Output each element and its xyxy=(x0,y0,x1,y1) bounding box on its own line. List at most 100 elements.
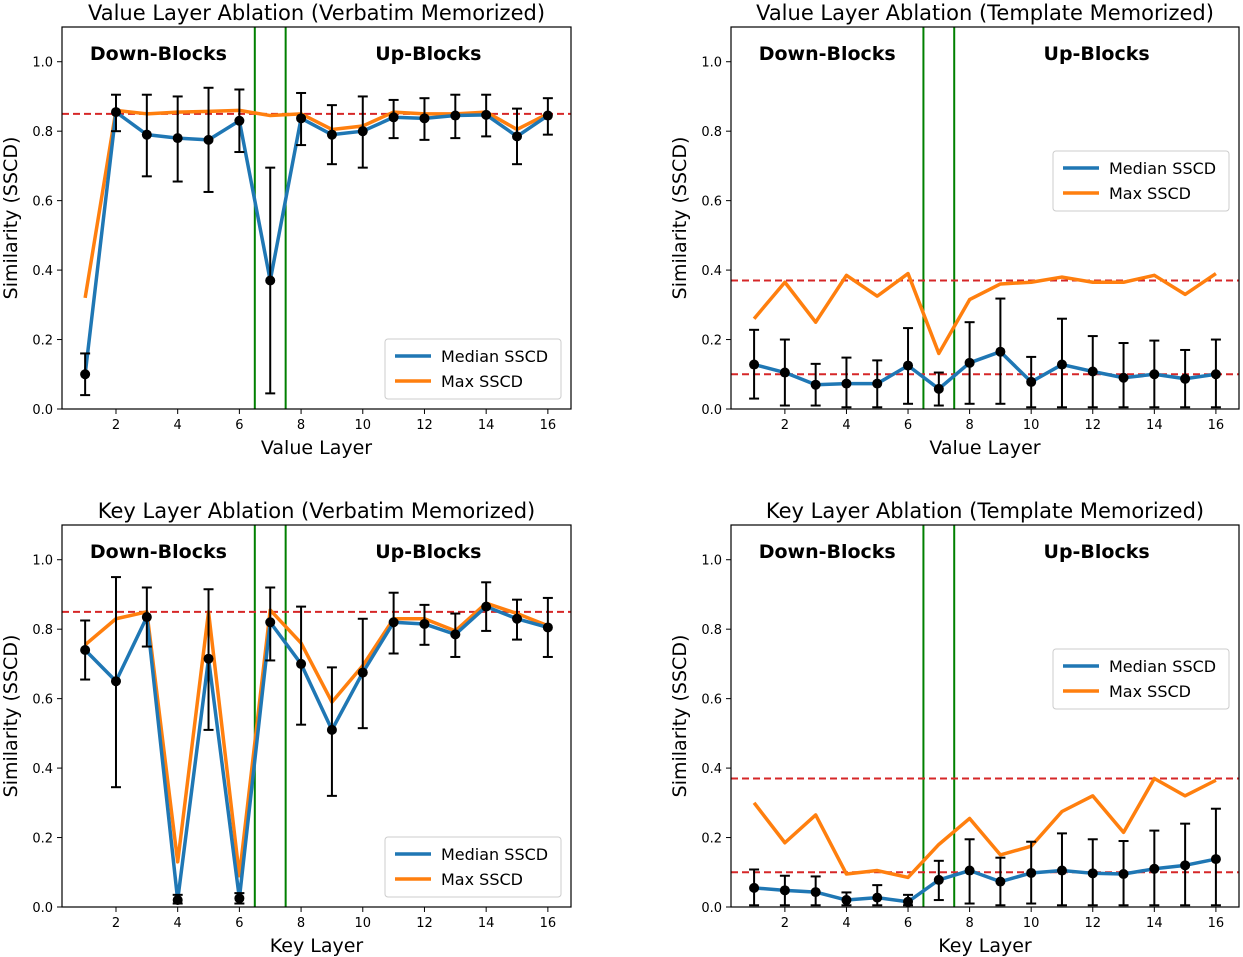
x-tick-label: 14 xyxy=(1146,418,1163,433)
median-point xyxy=(450,110,461,121)
median-point xyxy=(203,134,214,145)
y-tick-label: 0.0 xyxy=(32,901,53,916)
median-point xyxy=(296,113,307,124)
median-point xyxy=(172,895,183,906)
legend-label-max: Max SSCD xyxy=(1109,184,1191,203)
median-point xyxy=(841,378,852,389)
median-point xyxy=(1210,854,1221,865)
region-label-right: Up-Blocks xyxy=(1044,541,1150,563)
y-tick-label: 1.0 xyxy=(701,554,722,569)
series-line-median xyxy=(753,349,1217,391)
chart-title: Value Layer Ablation (Verbatim Memorized… xyxy=(88,1,545,25)
x-axis-label: Value Layer xyxy=(929,437,1040,459)
y-tick-label: 1.0 xyxy=(32,554,53,569)
x-tick-label: 14 xyxy=(478,916,495,931)
x-tick-label: 2 xyxy=(781,418,789,433)
median-point xyxy=(1087,868,1098,879)
median-point xyxy=(810,379,821,390)
median-point xyxy=(1026,376,1037,387)
median-point xyxy=(141,612,152,623)
median-point xyxy=(1118,372,1129,383)
axes-frame xyxy=(61,26,572,410)
y-tick-label: 0.8 xyxy=(701,623,722,638)
chart-panel-3: Key Layer Ablation (Verbatim Memorized) D… xyxy=(0,499,572,957)
x-tick-label: 14 xyxy=(478,418,495,433)
median-point xyxy=(234,893,245,904)
legend: Median SSCD Max SSCD xyxy=(1052,648,1230,710)
median-point xyxy=(995,876,1006,887)
y-tick-label: 0.2 xyxy=(701,334,722,349)
x-tick-label: 8 xyxy=(965,418,973,433)
median-point xyxy=(749,882,760,893)
median-point xyxy=(810,887,821,898)
median-point xyxy=(964,865,975,876)
chart-title: Value Layer Ablation (Template Memorized… xyxy=(756,1,1214,25)
region-label-right: Up-Blocks xyxy=(375,541,481,563)
median-point xyxy=(903,360,914,371)
median-point xyxy=(1118,869,1129,880)
median-point xyxy=(995,346,1006,357)
region-label-right: Up-Blocks xyxy=(1044,43,1150,65)
y-tick-label: 0.6 xyxy=(32,693,53,708)
median-point xyxy=(265,275,276,286)
region-label-left: Down-Blocks xyxy=(759,541,896,563)
series-line-max xyxy=(83,108,549,299)
y-tick-label: 0.2 xyxy=(32,334,53,349)
x-tick-label: 2 xyxy=(781,916,789,931)
x-tick-label: 16 xyxy=(1208,916,1225,931)
x-tick-label: 4 xyxy=(174,418,182,433)
legend: Median SSCD Max SSCD xyxy=(1052,150,1230,212)
y-tick-label: 1.0 xyxy=(32,56,53,71)
x-tick-label: 6 xyxy=(904,916,912,931)
x-tick-label: 16 xyxy=(1208,418,1225,433)
median-point xyxy=(110,676,121,687)
y-tick-label: 0.4 xyxy=(32,264,53,279)
median-point xyxy=(1149,369,1160,380)
legend-box xyxy=(384,836,562,898)
series-line-median xyxy=(83,604,549,902)
median-point xyxy=(1056,865,1067,876)
axes-frame xyxy=(730,524,1240,908)
series-line-median xyxy=(753,857,1217,904)
y-tick-label: 0.6 xyxy=(32,195,53,210)
axes-frame xyxy=(61,524,572,908)
median-point xyxy=(481,109,492,120)
x-tick-label: 4 xyxy=(174,916,182,931)
y-tick-label: 0.8 xyxy=(32,623,53,638)
x-axis-label: Key Layer xyxy=(270,935,364,957)
legend-label-median: Median SSCD xyxy=(441,347,548,366)
x-tick-label: 2 xyxy=(112,916,120,931)
median-point xyxy=(779,367,790,378)
axes-frame xyxy=(730,26,1240,410)
legend-box xyxy=(1052,648,1230,710)
x-tick-label: 6 xyxy=(235,916,243,931)
median-point xyxy=(141,129,152,140)
x-tick-label: 10 xyxy=(1023,418,1040,433)
median-point xyxy=(1087,366,1098,377)
y-axis-label: Similarity (SSCD) xyxy=(669,137,691,300)
x-tick-label: 16 xyxy=(540,418,557,433)
median-point xyxy=(481,601,492,612)
chart-panel-2: Value Layer Ablation (Template Memorized… xyxy=(669,1,1240,459)
x-tick-label: 12 xyxy=(416,916,433,931)
median-point xyxy=(872,892,883,903)
x-tick-label: 6 xyxy=(904,418,912,433)
median-point xyxy=(419,113,430,124)
x-axis-label: Key Layer xyxy=(938,935,1032,957)
x-tick-label: 8 xyxy=(297,418,305,433)
median-point xyxy=(512,131,523,142)
x-tick-label: 4 xyxy=(842,916,850,931)
median-point xyxy=(542,622,553,633)
y-axis-label: Similarity (SSCD) xyxy=(0,635,22,798)
median-point xyxy=(1026,867,1037,878)
y-tick-label: 0.0 xyxy=(32,403,53,418)
median-point xyxy=(388,112,399,123)
median-point xyxy=(80,645,91,656)
x-tick-label: 10 xyxy=(354,418,371,433)
median-point xyxy=(234,115,245,126)
y-tick-label: 0.8 xyxy=(32,125,53,140)
median-point xyxy=(903,896,914,907)
median-point xyxy=(779,885,790,896)
series-line-median xyxy=(83,110,549,375)
